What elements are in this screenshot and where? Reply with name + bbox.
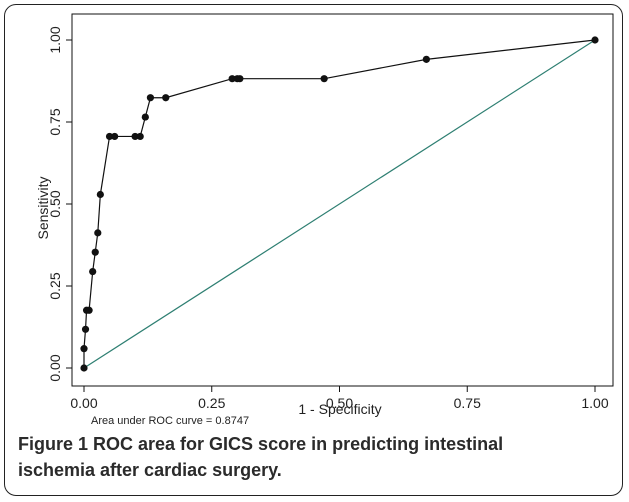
y-tick-label: 0.25 bbox=[47, 272, 63, 299]
caption-label: Figure 1 bbox=[18, 434, 89, 454]
plot-area bbox=[71, 13, 614, 387]
figure-caption: Figure 1 ROC area for GICS score in pred… bbox=[18, 431, 578, 483]
caption-text: ROC area for GICS score in predicting in… bbox=[18, 434, 504, 480]
roc-point bbox=[320, 75, 328, 83]
roc-point bbox=[591, 36, 599, 44]
x-tick-label: 0.50 bbox=[326, 395, 353, 411]
x-axis-label: 1 - Specificity bbox=[298, 401, 381, 417]
roc-point bbox=[89, 267, 97, 276]
roc-point bbox=[136, 132, 144, 141]
y-tick-label: 1.00 bbox=[47, 26, 63, 53]
roc-point bbox=[236, 75, 244, 83]
y-tick-label: 0.50 bbox=[47, 190, 63, 217]
y-axis-label: Sensitivity bbox=[35, 176, 51, 239]
roc-point bbox=[111, 132, 119, 141]
roc-point bbox=[85, 306, 93, 314]
roc-point bbox=[94, 229, 102, 237]
x-tick-label: 0.25 bbox=[198, 395, 225, 411]
roc-point bbox=[131, 132, 139, 141]
roc-point bbox=[81, 325, 90, 333]
roc-point bbox=[80, 345, 88, 353]
roc-point bbox=[228, 75, 236, 83]
roc-point bbox=[91, 248, 99, 256]
x-tick-label: 0.00 bbox=[70, 395, 97, 411]
y-tick-label: 0.75 bbox=[47, 108, 63, 135]
roc-point bbox=[141, 113, 149, 121]
auc-note: Area under ROC curve = 0.8747 bbox=[91, 415, 249, 427]
roc-point bbox=[422, 55, 430, 63]
x-tick-label: 1.00 bbox=[581, 395, 608, 411]
x-tick-label: 0.75 bbox=[454, 395, 481, 411]
roc-chart: 0.00 0.25 0.50 0.75 1.00 0.00 0.25 0.50 0.75 1.00… bbox=[35, 13, 614, 427]
roc-point bbox=[162, 94, 170, 102]
roc-point bbox=[105, 132, 114, 141]
y-tick-label: 0.00 bbox=[47, 354, 63, 381]
roc-point bbox=[80, 364, 88, 372]
roc-point bbox=[146, 94, 155, 102]
reference-line bbox=[83, 39, 596, 369]
roc-point bbox=[96, 190, 104, 199]
